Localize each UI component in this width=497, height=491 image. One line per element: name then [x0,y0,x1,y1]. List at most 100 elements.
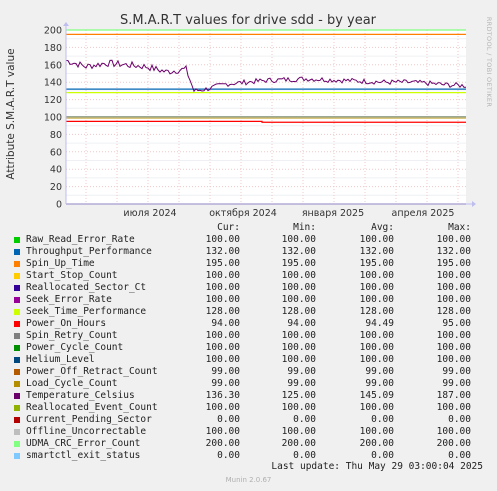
legend-row: Seek_Error_Rate 100.00 100.00 100.00 100.00 [0,294,497,306]
legend-avg-value: 100.00 [359,342,394,353]
legend-swatch [14,405,20,411]
legend-series-name: Spin_Up_Time [26,258,95,269]
legend-max-value: 100.00 [436,402,471,413]
legend-swatch [14,417,20,423]
legend-series-name: Throughput_Performance [26,246,152,257]
legend-min-value: 99.00 [287,366,316,377]
legend-min-value: 132.00 [281,246,316,257]
legend-max-value: 132.00 [436,246,471,257]
y-tick-label: 160 [44,60,62,71]
header-avg: Avg: [371,222,394,233]
legend-avg-value: 0.00 [371,414,394,425]
legend-cur-value: 195.00 [205,258,240,269]
legend-avg-value: 100.00 [359,282,394,293]
legend-series-name: Spin_Retry_Count [26,330,118,341]
legend-min-value: 100.00 [281,426,316,437]
header-min: Min: [293,222,316,233]
legend-cur-value: 100.00 [205,402,240,413]
legend-series-name: Reallocated_Event_Count [26,402,158,413]
legend-avg-value: 200.00 [359,438,394,449]
y-tick-label: 80 [50,130,62,141]
legend-min-value: 100.00 [281,282,316,293]
legend-swatch [14,333,20,339]
legend-swatch [14,357,20,363]
legend-series-name: Offline_Uncorrectable [26,426,147,437]
legend-row: Offline_Uncorrectable 100.00 100.00 100.00 1… [0,426,497,438]
legend-row: Spin_Up_Time 195.00 195.00 195.00 195.00 [0,258,497,270]
legend-avg-value: 100.00 [359,234,394,245]
legend-max-value: 100.00 [436,342,471,353]
y-axis-label: Attribute S.M.A.R.T value [5,48,17,179]
legend-row: Spin_Retry_Count 100.00 100.00 100.00 100.00 [0,330,497,342]
legend-row: Power_Off_Retract_Count 99.00 99.00 99.00 99… [0,366,497,378]
legend-row: smartctl_exit_status 0.00 0.00 0.00 0.00 [0,450,497,462]
legend-swatch [14,285,20,291]
legend-cur-value: 100.00 [205,426,240,437]
legend-series-name: Temperature_Celsius [26,390,135,401]
legend-avg-value: 145.09 [359,390,394,401]
y-tick-label: 180 [44,43,62,54]
legend-swatch [14,237,20,243]
legend-series-name: Power_On_Hours [26,318,107,329]
legend-cur-value: 0.00 [217,414,240,425]
legend-max-value: 200.00 [436,438,471,449]
y-tick-label: 120 [44,95,62,106]
y-tick-label: 60 [50,147,62,158]
legend-row: Raw_Read_Error_Rate 100.00 100.00 100.00 100… [0,234,497,246]
legend-series-name: Raw_Read_Error_Rate [26,234,135,245]
legend-min-value: 125.00 [281,390,316,401]
legend-min-value: 195.00 [281,258,316,269]
legend-row: Power_Cycle_Count 100.00 100.00 100.00 100.0… [0,342,497,354]
legend-min-value: 0.00 [293,414,316,425]
legend-max-value: 0.00 [448,450,471,461]
legend-swatch [14,273,20,279]
legend-swatch [14,381,20,387]
rrdtool-credit: RRDTOOL / TOBI OETIKER [485,17,493,107]
legend-cur-value: 100.00 [205,234,240,245]
legend-avg-value: 100.00 [359,270,394,281]
legend-max-value: 99.00 [442,378,471,389]
axes [63,22,476,207]
legend-cur-value: 136.30 [205,390,240,401]
legend-max-value: 100.00 [436,282,471,293]
legend-min-value: 100.00 [281,330,316,341]
legend-max-value: 187.00 [436,390,471,401]
legend-row: Reallocated_Sector_Ct 100.00 100.00 100.00 1… [0,282,497,294]
x-tick-label: июля 2024 [123,208,176,219]
legend-avg-value: 94.49 [365,318,394,329]
legend-row: Power_On_Hours 94.00 94.00 94.49 95.00 [0,318,497,330]
y-tick-label: 40 [50,165,62,176]
legend-min-value: 99.00 [287,378,316,389]
legend-swatch [14,453,20,459]
legend-cur-value: 94.00 [211,318,240,329]
legend-avg-value: 132.00 [359,246,394,257]
y-tick-label: 0 [56,200,62,211]
legend-avg-value: 100.00 [359,330,394,341]
legend-row: UDMA_CRC_Error_Count 200.00 200.00 200.00 20… [0,438,497,450]
legend-avg-value: 100.00 [359,426,394,437]
x-tick-label: января 2025 [302,208,364,219]
legend-cur-value: 99.00 [211,378,240,389]
legend-swatch [14,261,20,267]
legend-swatch [14,297,20,303]
legend-cur-value: 100.00 [205,294,240,305]
legend-header: Cur: Min: Avg: Max: [0,222,497,234]
header-max: Max: [448,222,471,233]
x-axis-arrow [472,201,476,207]
legend-max-value: 100.00 [436,354,471,365]
x-ticks: июля 2024 октября 2024 января 2025 апреля 2… [123,208,454,219]
legend-max-value: 195.00 [436,258,471,269]
legend-series-name: Reallocated_Sector_Ct [26,282,147,293]
legend-row: Current_Pending_Sector 0.00 0.00 0.00 0.00 [0,414,497,426]
legend-avg-value: 195.00 [359,258,394,269]
series-line [65,59,467,93]
series-line [66,120,466,123]
legend-max-value: 100.00 [436,330,471,341]
chart: S.M.A.R.T values for drive sdd - by year… [5,13,493,219]
legend-min-value: 100.00 [281,354,316,365]
legend-max-value: 95.00 [442,318,471,329]
legend-cur-value: 0.00 [217,450,240,461]
legend-min-value: 100.00 [281,342,316,353]
legend-cur-value: 100.00 [205,342,240,353]
